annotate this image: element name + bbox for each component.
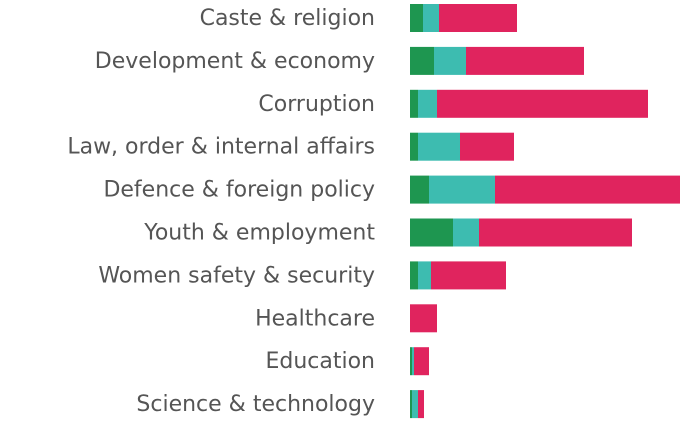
bar-segment — [439, 4, 517, 32]
bar-segment — [434, 46, 466, 75]
bar-segment — [410, 4, 423, 32]
category-label: Women safety & security — [98, 263, 375, 288]
category-label: Law, order & internal affairs — [67, 135, 375, 160]
bar-segment — [410, 89, 418, 118]
category-label: Development & economy — [95, 49, 375, 74]
category-label: Corruption — [258, 92, 375, 117]
bar-segment — [495, 175, 680, 204]
bar-segment — [410, 46, 434, 75]
bar-segment — [437, 89, 648, 118]
bar-segment — [412, 347, 414, 376]
bar-segment — [410, 132, 418, 161]
bar-segment — [466, 46, 584, 75]
category-label: Youth & employment — [143, 221, 375, 246]
bar-segment — [418, 132, 460, 161]
bar-segment — [412, 390, 418, 419]
bar-segment — [410, 304, 437, 333]
bar-segment — [479, 218, 632, 247]
bar-segment — [423, 4, 439, 32]
bar-segment — [460, 132, 514, 161]
bar-segment — [429, 175, 495, 204]
bar-segment — [410, 175, 429, 204]
bar-segment — [418, 261, 431, 290]
bar-segment — [418, 390, 424, 419]
bar-segment — [410, 347, 412, 376]
bar-segment — [453, 218, 479, 247]
category-label: Science & technology — [136, 392, 375, 417]
category-label: Defence & foreign policy — [103, 178, 375, 203]
category-label: Education — [265, 349, 375, 374]
bar-segment — [410, 218, 453, 247]
bar-segment — [418, 89, 437, 118]
category-label: Caste & religion — [200, 6, 375, 31]
bar-segment — [410, 261, 418, 290]
bar-segment — [414, 347, 429, 376]
bar-segment — [410, 390, 412, 419]
bar-segment — [431, 261, 506, 290]
category-label: Healthcare — [255, 306, 375, 331]
